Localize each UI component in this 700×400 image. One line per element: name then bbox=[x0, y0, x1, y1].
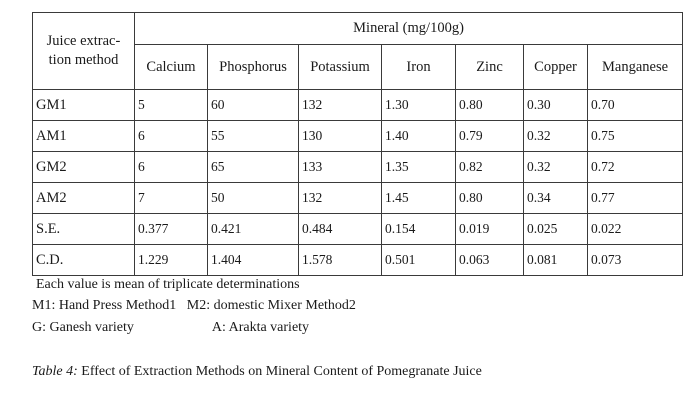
table-row: S.E. 0.377 0.421 0.484 0.154 0.019 0.025… bbox=[32, 213, 684, 245]
table-cell: 5 bbox=[134, 89, 208, 121]
table-cell: 65 bbox=[207, 151, 299, 183]
footnote-varieties: G: Ganesh variety A: Arakta variety bbox=[32, 318, 682, 340]
table-cell: 0.32 bbox=[523, 151, 588, 183]
table-cell: 0.70 bbox=[586, 89, 684, 121]
table-cell: 7 bbox=[134, 182, 208, 214]
mineral-content-table: Juice extrac- tion method Mineral (mg/10… bbox=[32, 12, 684, 276]
caption-label: Table 4: bbox=[32, 364, 78, 379]
table-cell: 50 bbox=[207, 182, 299, 214]
table-cell: 1.229 bbox=[134, 244, 208, 276]
table-cell: 1.30 bbox=[381, 89, 456, 121]
table-cell: 133 bbox=[298, 151, 382, 183]
table-cell: 0.063 bbox=[455, 244, 524, 276]
table-cell: 132 bbox=[298, 89, 382, 121]
table-cell: 0.77 bbox=[586, 182, 684, 214]
column-header-manganese: Manganese bbox=[586, 44, 684, 90]
table-cell: 0.377 bbox=[134, 213, 208, 245]
row-label: AM1 bbox=[32, 120, 135, 152]
row-label: AM2 bbox=[32, 182, 135, 214]
table-cell: 0.484 bbox=[298, 213, 382, 245]
method-header-line2: tion method bbox=[48, 52, 119, 68]
footnote-arakta: A: Arakta variety bbox=[211, 320, 310, 335]
table-cell: 130 bbox=[298, 120, 382, 152]
table-row: AM1 6 55 130 1.40 0.79 0.32 0.75 bbox=[32, 120, 684, 152]
table-row: C.D. 1.229 1.404 1.578 0.501 0.063 0.081… bbox=[32, 244, 684, 276]
table-cell: 1.45 bbox=[381, 182, 456, 214]
footnote-triplicate: Each value is mean of triplicate determi… bbox=[36, 277, 300, 292]
table-cell: 1.40 bbox=[381, 120, 456, 152]
column-header-phosphorus: Phosphorus bbox=[207, 44, 299, 90]
table-cell: 0.32 bbox=[523, 120, 588, 152]
row-label: GM1 bbox=[32, 89, 135, 121]
column-header-copper: Copper bbox=[523, 44, 588, 90]
row-label: C.D. bbox=[32, 244, 135, 276]
table-cell: 0.34 bbox=[523, 182, 588, 214]
table-cell: 0.421 bbox=[207, 213, 299, 245]
table-cell: 6 bbox=[134, 151, 208, 183]
column-header-zinc: Zinc bbox=[455, 44, 524, 90]
table-caption: Table 4: Effect of Extraction Methods on… bbox=[32, 364, 682, 380]
table-cell: 0.501 bbox=[381, 244, 456, 276]
footnote-ganesh: G: Ganesh variety bbox=[32, 320, 134, 335]
mineral-group-header: Mineral (mg/100g) bbox=[133, 12, 684, 45]
table-cell: 0.80 bbox=[455, 182, 524, 214]
table-cell: 1.404 bbox=[207, 244, 299, 276]
table-cell: 1.35 bbox=[381, 151, 456, 183]
table-cell: 0.82 bbox=[455, 151, 524, 183]
column-header-potassium: Potassium bbox=[298, 44, 382, 90]
table-cell: 0.72 bbox=[586, 151, 684, 183]
table-row: GM2 6 65 133 1.35 0.82 0.32 0.72 bbox=[32, 151, 684, 183]
table-row: GM1 5 60 132 1.30 0.80 0.30 0.70 bbox=[32, 89, 684, 121]
table-cell: 0.025 bbox=[523, 213, 588, 245]
table-cell: 0.30 bbox=[523, 89, 588, 121]
table-cell: 0.019 bbox=[455, 213, 524, 245]
method-header-line1: Juice extrac- bbox=[46, 33, 121, 49]
table-cell: 132 bbox=[298, 182, 382, 214]
column-header-iron: Iron bbox=[381, 44, 456, 90]
table-cell: 1.578 bbox=[298, 244, 382, 276]
table-cell: 6 bbox=[134, 120, 208, 152]
table-cell: 55 bbox=[207, 120, 299, 152]
method-column-header: Juice extrac- tion method bbox=[32, 12, 135, 90]
table-footnotes: Each value is mean of triplicate determi… bbox=[32, 276, 682, 340]
table-cell: 60 bbox=[207, 89, 299, 121]
table-cell: 0.022 bbox=[586, 213, 684, 245]
footnote-methods: M1: Hand Press Method1 M2: domestic Mixe… bbox=[32, 298, 356, 313]
document: Juice extrac- tion method Mineral (mg/10… bbox=[32, 12, 684, 380]
table-cell: 0.75 bbox=[586, 120, 684, 152]
table-cell: 0.081 bbox=[523, 244, 588, 276]
row-label: GM2 bbox=[32, 151, 135, 183]
caption-text: Effect of Extraction Methods on Mineral … bbox=[77, 364, 482, 379]
row-label: S.E. bbox=[32, 213, 135, 245]
column-header-calcium: Calcium bbox=[134, 44, 208, 90]
table-cell: 0.073 bbox=[586, 244, 684, 276]
table-cell: 0.80 bbox=[455, 89, 524, 121]
table-cell: 0.79 bbox=[455, 120, 524, 152]
table-cell: 0.154 bbox=[381, 213, 456, 245]
table-row: AM2 7 50 132 1.45 0.80 0.34 0.77 bbox=[32, 182, 684, 214]
